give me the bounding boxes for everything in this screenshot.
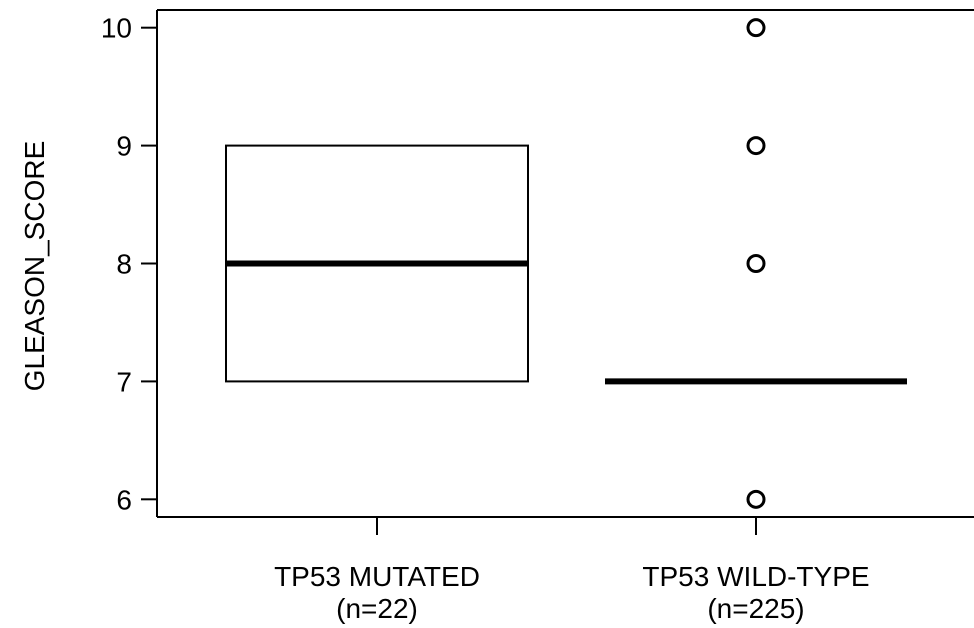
outlier-point (746, 489, 766, 509)
x-category-label: TP53 WILD-TYPE (642, 561, 869, 592)
y-tick-label: 8 (116, 249, 132, 280)
boxes (225, 18, 907, 509)
y-tick-labels: 6 7 8 9 10 (101, 13, 132, 516)
y-tick-label: 7 (116, 366, 132, 397)
y-axis-label: GLEASON_SCORE (19, 141, 50, 392)
x-category-count: (n=22) (336, 593, 418, 624)
outlier-point (746, 18, 766, 38)
x-category-labels: TP53 MUTATED(n=22) TP53 WILD-TYPE(n=225) (274, 561, 870, 624)
axes (141, 9, 974, 535)
x-category-label: TP53 MUTATED (274, 561, 480, 592)
y-tick-label: 9 (116, 131, 132, 162)
outlier-point (746, 254, 766, 273)
outlier-point (746, 136, 766, 156)
y-tick-label: 6 (116, 484, 132, 515)
y-tick-label: 10 (101, 13, 132, 44)
x-category-count: (n=225) (707, 593, 804, 624)
